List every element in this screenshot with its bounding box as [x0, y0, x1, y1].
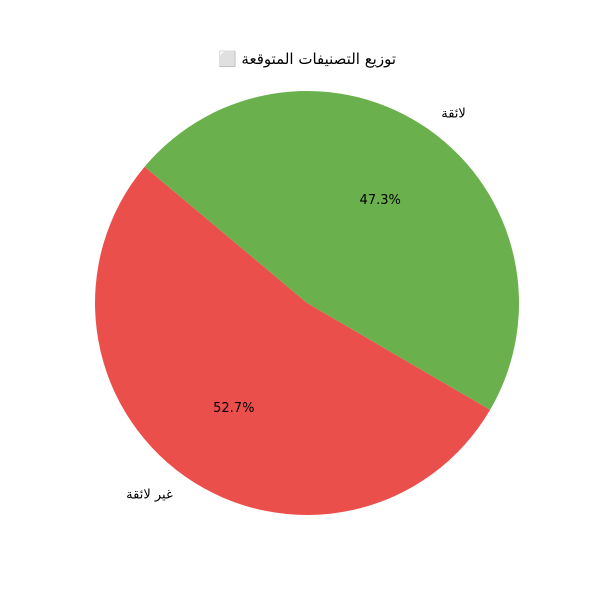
- pie-slices: [95, 90, 519, 516]
- chart-title: ⬜ توزيع التصنيفات المتوقعة: [218, 50, 396, 68]
- pie-slice-percent-label: 47.3%: [360, 193, 401, 208]
- pie-slice-0: [95, 166, 491, 516]
- pie-slice-1: [144, 90, 519, 410]
- pie-slice-category-label: غير لائقة: [126, 488, 173, 503]
- pie-slice-category-label: لائقة: [441, 106, 466, 121]
- pie-labels: 52.7% غير لائقة 47.3% لائقة: [126, 106, 466, 502]
- pie-slice-percent-label: 52.7%: [213, 401, 254, 416]
